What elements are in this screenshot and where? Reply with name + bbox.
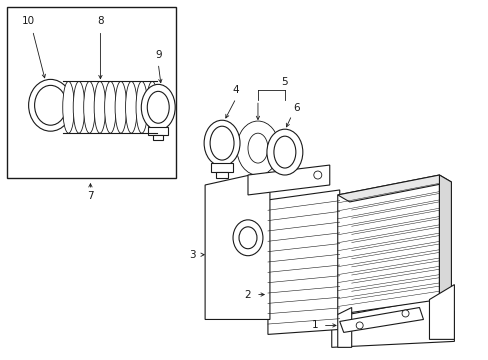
Circle shape	[313, 171, 321, 179]
Polygon shape	[337, 307, 351, 347]
Polygon shape	[337, 175, 439, 315]
Ellipse shape	[29, 80, 72, 131]
Polygon shape	[428, 285, 453, 339]
Polygon shape	[351, 185, 439, 307]
Ellipse shape	[141, 84, 175, 130]
Bar	[7, 7, 176, 178]
Ellipse shape	[146, 81, 158, 133]
Ellipse shape	[136, 81, 147, 133]
Polygon shape	[331, 300, 453, 347]
Text: 9: 9	[155, 50, 161, 60]
Polygon shape	[267, 190, 339, 334]
Ellipse shape	[233, 220, 263, 256]
Ellipse shape	[73, 81, 84, 133]
Polygon shape	[337, 175, 450, 202]
Text: 5: 5	[281, 77, 287, 87]
Polygon shape	[247, 165, 329, 195]
Ellipse shape	[147, 91, 169, 123]
FancyBboxPatch shape	[153, 135, 163, 140]
FancyBboxPatch shape	[148, 127, 168, 135]
Polygon shape	[439, 175, 450, 310]
FancyBboxPatch shape	[211, 163, 233, 172]
Text: 8: 8	[97, 15, 103, 26]
Circle shape	[401, 310, 408, 317]
Ellipse shape	[62, 81, 74, 133]
Ellipse shape	[115, 81, 126, 133]
Text: 2: 2	[244, 289, 251, 300]
Text: 10: 10	[22, 15, 35, 26]
Ellipse shape	[125, 81, 137, 133]
Ellipse shape	[203, 120, 240, 166]
Ellipse shape	[94, 81, 105, 133]
Ellipse shape	[239, 227, 256, 249]
Ellipse shape	[237, 122, 278, 175]
Text: 1: 1	[311, 320, 318, 330]
Ellipse shape	[83, 81, 95, 133]
Text: 6: 6	[293, 103, 300, 113]
Circle shape	[355, 322, 363, 329]
Text: 4: 4	[232, 85, 239, 95]
FancyBboxPatch shape	[216, 172, 227, 178]
Ellipse shape	[247, 133, 267, 163]
Ellipse shape	[238, 122, 277, 174]
Ellipse shape	[273, 136, 295, 168]
Polygon shape	[204, 175, 269, 319]
Ellipse shape	[104, 81, 116, 133]
Ellipse shape	[210, 126, 234, 160]
Ellipse shape	[236, 121, 279, 175]
Ellipse shape	[266, 129, 302, 175]
Ellipse shape	[35, 85, 66, 125]
Polygon shape	[339, 307, 423, 332]
Text: 7: 7	[87, 191, 94, 201]
Text: 3: 3	[188, 250, 195, 260]
